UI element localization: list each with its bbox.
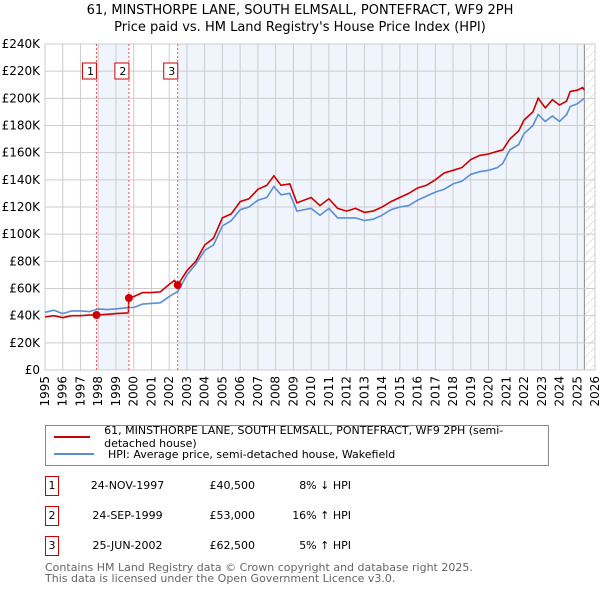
x-tick-label: 1998 [91,376,105,407]
x-tick-label: 2011 [322,376,336,407]
x-tick-label: 2004 [198,376,212,407]
x-tick-label: 2018 [446,376,460,407]
sale-badge [114,62,130,80]
x-tick-label: 2025 [570,376,584,407]
legend-label: HPI: Average price, semi-detached house,… [108,447,396,461]
legend-item-property: 61, MINSTHORPE LANE, SOUTH ELMSALL, PONT… [54,424,548,450]
x-tick-label: 1997 [73,376,87,407]
legend-label: 61, MINSTHORPE LANE, SOUTH ELMSALL, PONT… [104,424,504,450]
x-tick-label: 2016 [411,376,425,407]
x-tick-label: 2021 [499,376,513,407]
transaction-badge: 2 [45,506,59,526]
sale-point [173,281,182,290]
x-tick-label: 2024 [553,376,567,407]
sale-badge-label: 2 [119,65,126,78]
hpi-line [44,97,585,315]
x-tick-label: 2003 [180,376,194,407]
legend-swatch-blue [54,453,94,455]
y-tick-label: £180K [2,119,42,133]
x-tick-label: 2001 [144,376,158,407]
x-tick-label: 2010 [304,376,318,407]
x-tick-label: 2026 [588,376,600,407]
footer-license: This data is licensed under the Open Gov… [45,572,396,585]
y-tick-label: £220K [2,64,42,78]
x-tick-label: 2009 [286,376,300,407]
y-tick-label: £80K [9,254,41,268]
y-tick-label: £120K [2,200,42,214]
x-tick-label: 2006 [233,376,247,407]
y-tick-label: £40K [9,309,41,323]
chart-subtitle: Price paid vs. HM Land Registry's House … [114,20,486,35]
transaction-price: £62,500 [209,539,256,552]
sale-badge [81,62,97,80]
sale-point [92,310,101,319]
legend-swatch-red [54,436,91,438]
transaction-date: 24-SEP-1999 [92,509,163,522]
transaction-price: £40,500 [209,479,256,492]
x-tick-label: 2023 [535,376,549,407]
transaction-hpi-diff: 16% ↑ HPI [292,509,351,522]
x-tick-label: 2014 [375,376,389,407]
x-tick-label: 1996 [56,376,70,407]
price-chart: 1 2 3 £0 £20K £40K £60K £80K £100K £120K £140K £160… [2,37,600,407]
transaction-badge: 3 [45,536,59,556]
x-tick-label: 2017 [428,376,442,407]
transaction-row: 3 25-JUN-2002 £62,500 5% ↑ HPI [45,536,565,556]
x-tick-label: 2022 [517,376,531,407]
x-tick-label: 1995 [38,376,52,407]
y-tick-label: £60K [9,282,41,296]
sale-point [124,294,133,303]
x-tick-label: 1999 [109,376,123,407]
x-tick-label: 2020 [482,376,496,407]
chart-title: 61, MINSTHORPE LANE, SOUTH ELMSALL, PONT… [86,3,514,18]
y-tick-label: £160K [2,146,42,160]
transaction-badge: 1 [45,476,59,496]
transaction-row: 2 24-SEP-1999 £53,000 16% ↑ HPI [45,506,565,526]
y-tick-label: £0 [25,363,40,377]
transaction-date: 25-JUN-2002 [92,539,163,552]
x-tick-label: 2005 [215,376,229,407]
x-tick-label: 2002 [162,376,176,407]
transaction-hpi-diff: 8% ↓ HPI [299,479,351,492]
legend: 61, MINSTHORPE LANE, SOUTH ELMSALL, PONT… [45,424,549,466]
y-tick-label: £100K [2,227,42,241]
x-tick-label: 2013 [357,376,371,407]
sale-badge [163,62,179,80]
legend-item-hpi: HPI: Average price, semi-detached house,… [54,446,395,462]
x-tick-label: 2007 [251,376,265,407]
transaction-row: 1 24-NOV-1997 £40,500 8% ↓ HPI [45,476,565,496]
x-tick-label: 2015 [393,376,407,407]
x-tick-label: 2008 [269,376,283,407]
footer: Contains HM Land Registry data © Crown c… [45,562,473,584]
transaction-hpi-diff: 5% ↑ HPI [299,539,351,552]
x-tick-label: 2000 [127,376,141,407]
y-tick-label: £200K [2,91,42,105]
y-tick-label: £140K [2,173,42,187]
x-tick-label: 2012 [340,376,354,407]
transaction-price: £53,000 [209,509,256,522]
footer-copyright: Contains HM Land Registry data © Crown c… [45,561,473,574]
sale-badge-label: 1 [87,65,94,78]
property-price-line [44,86,586,319]
y-tick-label: £240K [2,37,42,51]
y-tick-label: £20K [9,336,41,350]
x-tick-label: 2019 [464,376,478,407]
transaction-date: 24-NOV-1997 [90,479,165,492]
sale-badge-label: 3 [168,65,175,78]
